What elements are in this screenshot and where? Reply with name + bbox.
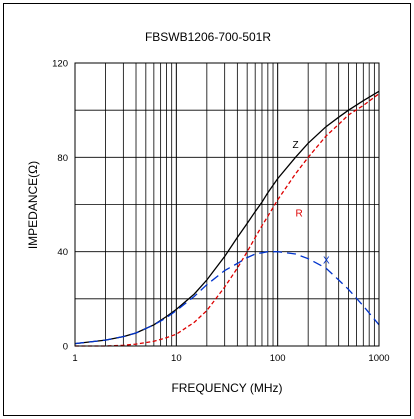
x-tick-label: 100 bbox=[270, 353, 286, 364]
series-line-r bbox=[75, 93, 380, 347]
y-tick-label: 40 bbox=[57, 247, 68, 258]
series-line-z bbox=[74, 90, 380, 345]
series-line-x bbox=[74, 251, 380, 345]
y-axis-label: IMPEDANCE(Ω) bbox=[26, 161, 40, 249]
series-label-z: Z bbox=[292, 140, 298, 151]
series-label-r: R bbox=[296, 208, 303, 219]
series-label-x: X bbox=[323, 255, 330, 266]
y-tick-label: 80 bbox=[57, 153, 68, 164]
grid bbox=[74, 62, 379, 347]
y-tick-label: 0 bbox=[63, 342, 68, 353]
x-tick-label: 1 bbox=[72, 353, 77, 364]
x-axis-label: FREQUENCY (MHz) bbox=[171, 381, 282, 395]
series-labels: Z R X bbox=[292, 140, 330, 267]
x-tick-label: 10 bbox=[171, 353, 182, 364]
plot-border bbox=[74, 62, 380, 347]
y-tick-label: 120 bbox=[52, 59, 68, 70]
curves bbox=[74, 90, 380, 347]
x-tick-label: 1000 bbox=[368, 353, 389, 364]
tick-labels: 1 10 100 1000 0 40 80 120 bbox=[52, 59, 389, 365]
chart-title: FBSWB1206-700-501R bbox=[145, 30, 271, 44]
